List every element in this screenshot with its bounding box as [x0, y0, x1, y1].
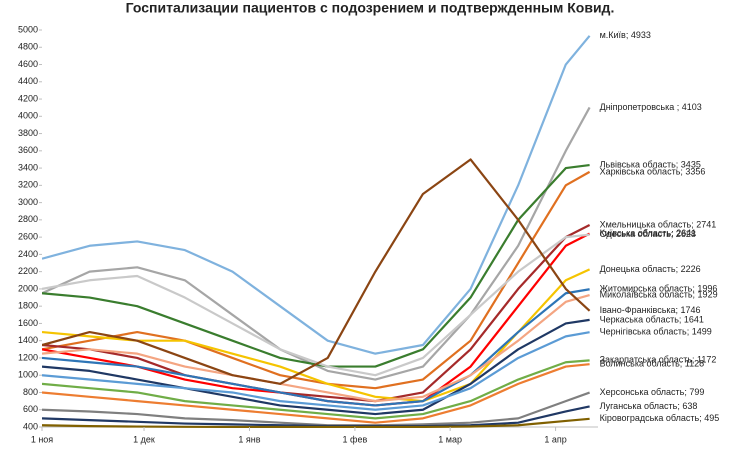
y-tick-label: 3600	[18, 145, 38, 155]
y-tick-label: 600	[23, 404, 38, 414]
y-tick-label: 800	[23, 387, 38, 397]
series-label: Миколаївська область; 1929	[600, 289, 718, 299]
y-tick-label: 4800	[18, 42, 38, 52]
y-tick-label: 4000	[18, 111, 38, 121]
series-label: Житомирська область; 1996	[600, 284, 718, 294]
y-tick-label: 1000	[18, 370, 38, 380]
series-label: Чернігівська область; 1499	[600, 327, 712, 337]
x-tick-label: 1 апр	[544, 434, 566, 444]
chart-title: Госпитализации пациентов с подозрением и…	[126, 0, 615, 16]
y-tick-label: 1400	[18, 335, 38, 345]
series-label: Харківська область; 3356	[600, 166, 706, 176]
y-tick-label: 3000	[18, 197, 38, 207]
series-line	[42, 35, 591, 355]
x-tick-label: 1 ноя	[31, 434, 53, 444]
series-label: Черкаська область; 1641	[600, 314, 704, 324]
series-line	[42, 318, 590, 416]
series-line	[42, 363, 590, 424]
series-line	[42, 288, 590, 407]
y-tick-label: 2600	[18, 232, 38, 242]
x-tick-label: 1 фев	[343, 434, 368, 444]
series-line	[42, 223, 591, 403]
y-tick-label: 2200	[18, 266, 38, 276]
y-tick-label: 1800	[18, 301, 38, 311]
y-tick-label: 400	[23, 421, 38, 431]
y-tick-label: 1200	[18, 352, 38, 362]
series-line	[42, 417, 590, 428]
series-line	[42, 331, 590, 411]
series-label: Волинська область; 1128	[600, 359, 705, 369]
series-label: Київська область; 2641	[600, 228, 697, 238]
series-line	[42, 293, 590, 403]
series-line	[42, 106, 591, 381]
series-label: Луганська область; 638	[600, 401, 698, 411]
x-tick-label: 1 янв	[238, 434, 260, 444]
series-label: Донецька область; 2226	[600, 264, 701, 274]
series-label: Закарпатська область; 1172	[600, 355, 717, 365]
series-line	[42, 163, 590, 368]
y-tick-label: 4600	[18, 59, 38, 69]
y-tick-label: 2400	[18, 249, 38, 259]
y-tick-label: 1600	[18, 318, 38, 328]
y-tick-label: 3400	[18, 162, 38, 172]
series-label: Кіровоградська область; 495	[600, 413, 720, 423]
series-line	[42, 359, 590, 420]
y-tick-label: 2800	[18, 214, 38, 224]
x-tick-label: 1 мар	[438, 434, 462, 444]
y-tick-label: 5000	[18, 24, 38, 34]
series-line	[42, 158, 591, 385]
series-label: Львівська область; 3435	[600, 159, 701, 169]
series-label: Херсонська область; 799	[600, 387, 705, 397]
series-label: Івано-Франківська; 1746	[600, 305, 701, 315]
plot-area	[42, 35, 591, 428]
series-label: Одеська область; 2628	[600, 229, 696, 239]
y-tick-label: 3200	[18, 180, 38, 190]
y-tick-label: 3800	[18, 128, 38, 138]
series-label: м.Київ; 4933	[600, 30, 651, 40]
x-tick-label: 1 дек	[133, 434, 155, 444]
series-label: Хмельницька область; 2741	[600, 219, 717, 229]
y-tick-label: 4200	[18, 93, 38, 103]
y-tick-label: 4400	[18, 76, 38, 86]
y-tick-label: 2000	[18, 283, 38, 293]
series-line	[42, 233, 590, 377]
series-label: Дніпропетровська ; 4103	[600, 102, 702, 112]
